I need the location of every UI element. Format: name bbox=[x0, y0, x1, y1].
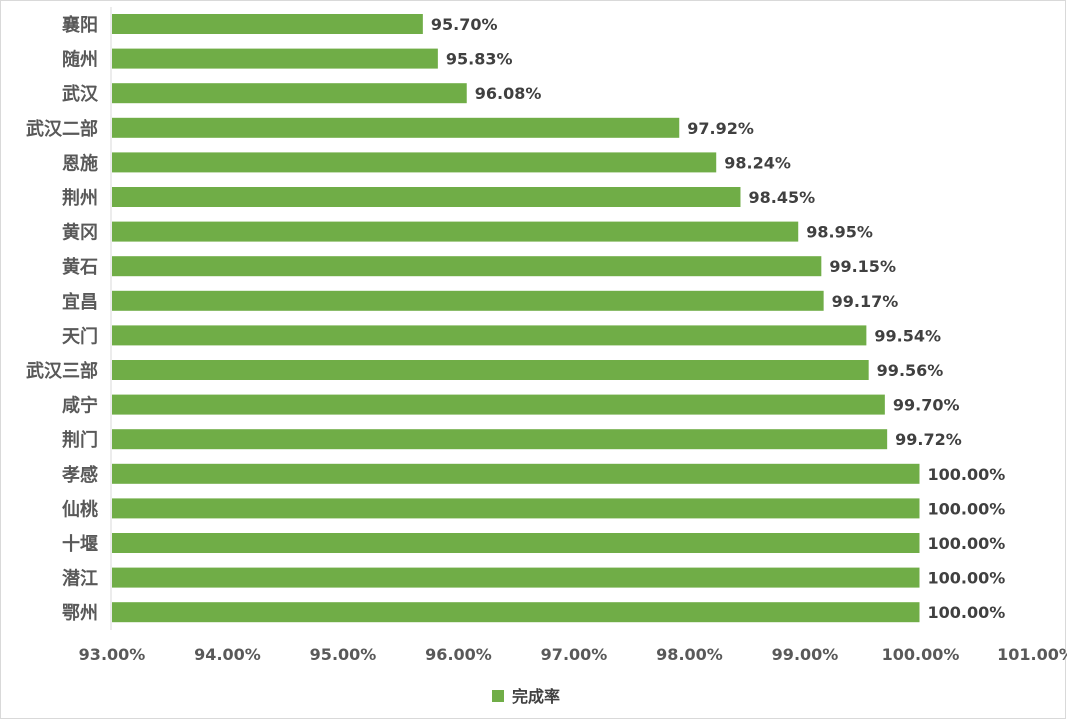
x-tick-label: 95.00% bbox=[310, 645, 377, 664]
x-tick-label: 97.00% bbox=[541, 645, 608, 664]
category-label: 恩施 bbox=[62, 152, 98, 174]
data-label: 98.45% bbox=[748, 188, 815, 207]
bar bbox=[112, 83, 467, 104]
data-label: 100.00% bbox=[928, 499, 1006, 518]
bar bbox=[112, 567, 920, 588]
data-label: 99.56% bbox=[877, 361, 944, 380]
bar bbox=[112, 48, 438, 69]
bar bbox=[112, 602, 920, 623]
category-label: 荆门 bbox=[62, 429, 98, 451]
legend-swatch bbox=[492, 690, 504, 702]
data-label: 97.92% bbox=[687, 119, 754, 138]
data-label: 99.70% bbox=[893, 396, 960, 415]
data-label: 99.72% bbox=[895, 430, 962, 449]
x-tick-label: 99.00% bbox=[772, 645, 839, 664]
data-labels-group: 95.70% 95.83% 96.08% 97.92% 98.24% 98.45% 98.9… bbox=[431, 15, 1005, 622]
category-label: 咸宁 bbox=[62, 395, 98, 417]
bar bbox=[112, 533, 920, 553]
data-label: 98.24% bbox=[724, 153, 791, 172]
bar bbox=[112, 360, 869, 380]
bar bbox=[112, 394, 885, 415]
x-tick-label: 101.00% bbox=[997, 645, 1067, 664]
bar bbox=[112, 117, 680, 138]
category-label: 仙桃 bbox=[62, 498, 98, 520]
x-tick-labels-group: 93.00% 94.00% 95.00% 96.00% 97.00% 98.00% 99.0… bbox=[79, 645, 1067, 664]
bar bbox=[112, 463, 920, 484]
bar bbox=[112, 290, 824, 311]
data-label: 100.00% bbox=[928, 465, 1006, 484]
bar bbox=[112, 429, 888, 450]
category-label: 黄冈 bbox=[62, 222, 98, 244]
data-label: 100.00% bbox=[928, 603, 1006, 622]
bar bbox=[112, 221, 799, 242]
category-label: 天门 bbox=[62, 325, 98, 347]
x-tick-label: 93.00% bbox=[79, 645, 146, 664]
data-label: 95.83% bbox=[446, 50, 513, 69]
category-label: 孝感 bbox=[61, 464, 98, 486]
data-label: 98.95% bbox=[806, 223, 873, 242]
bar bbox=[112, 14, 423, 34]
category-label: 宜昌 bbox=[62, 291, 98, 313]
legend: 完成率 bbox=[492, 687, 560, 706]
legend-label: 完成率 bbox=[512, 687, 560, 706]
bars-group bbox=[112, 14, 920, 623]
category-label: 潜江 bbox=[62, 568, 98, 590]
data-label: 95.70% bbox=[431, 15, 498, 34]
category-label: 黄石 bbox=[62, 256, 98, 278]
bar bbox=[112, 498, 920, 519]
x-tick-label: 96.00% bbox=[425, 645, 492, 664]
bar bbox=[112, 152, 717, 173]
x-tick-label: 94.00% bbox=[194, 645, 261, 664]
bar bbox=[112, 256, 822, 277]
x-tick-label: 98.00% bbox=[656, 645, 723, 664]
category-label: 随州 bbox=[62, 49, 98, 71]
category-label: 十堰 bbox=[62, 533, 98, 555]
bar bbox=[112, 325, 867, 346]
category-label: 武汉 bbox=[62, 84, 99, 105]
data-label: 100.00% bbox=[928, 534, 1006, 553]
category-label: 武汉三部 bbox=[26, 360, 98, 382]
data-label: 99.17% bbox=[832, 292, 899, 311]
category-label: 襄阳 bbox=[61, 14, 98, 36]
data-label: 100.00% bbox=[928, 569, 1006, 588]
data-label: 96.08% bbox=[475, 84, 542, 103]
category-label: 武汉二部 bbox=[26, 118, 98, 140]
category-label: 荆州 bbox=[62, 187, 98, 209]
category-label: 鄂州 bbox=[62, 603, 98, 624]
data-label: 99.15% bbox=[829, 257, 896, 276]
bar bbox=[112, 187, 741, 207]
data-label: 99.54% bbox=[874, 326, 941, 345]
x-tick-label: 100.00% bbox=[882, 645, 960, 664]
